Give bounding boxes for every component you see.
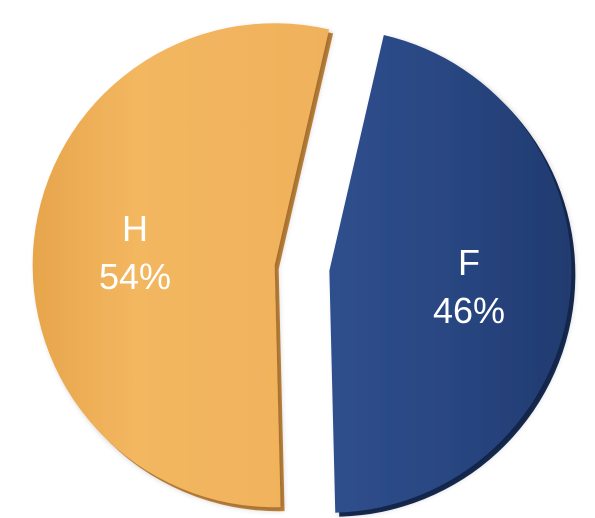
slice-category-label-f: F	[458, 242, 480, 283]
slice-category-label-h: H	[122, 208, 148, 249]
pie-slice-h	[32, 23, 330, 508]
slice-value-label-h: 54%	[99, 256, 171, 297]
slice-value-label-f: 46%	[433, 290, 505, 331]
pie-slice-f	[329, 34, 572, 513]
